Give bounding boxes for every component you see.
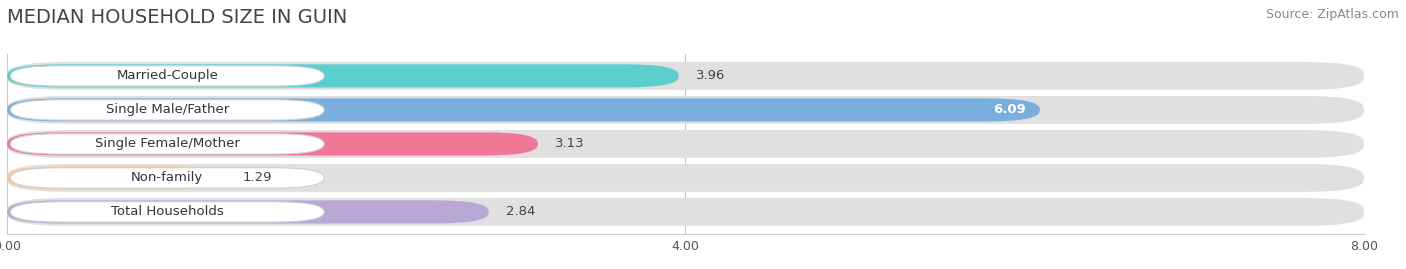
FancyBboxPatch shape (7, 64, 679, 87)
Text: 3.13: 3.13 (555, 137, 585, 150)
Text: 3.96: 3.96 (696, 69, 725, 82)
FancyBboxPatch shape (7, 96, 1364, 124)
Text: 6.09: 6.09 (994, 103, 1026, 116)
Text: MEDIAN HOUSEHOLD SIZE IN GUIN: MEDIAN HOUSEHOLD SIZE IN GUIN (7, 8, 347, 27)
Text: Married-Couple: Married-Couple (117, 69, 218, 82)
FancyBboxPatch shape (7, 98, 1040, 122)
Text: 2.84: 2.84 (506, 206, 536, 218)
FancyBboxPatch shape (10, 202, 325, 222)
FancyBboxPatch shape (10, 100, 325, 120)
FancyBboxPatch shape (10, 66, 325, 86)
Text: Single Male/Father: Single Male/Father (105, 103, 229, 116)
Text: Total Households: Total Households (111, 206, 224, 218)
FancyBboxPatch shape (7, 62, 1364, 90)
FancyBboxPatch shape (10, 134, 325, 154)
FancyBboxPatch shape (7, 164, 1364, 192)
Text: Source: ZipAtlas.com: Source: ZipAtlas.com (1265, 8, 1399, 21)
FancyBboxPatch shape (7, 132, 538, 155)
Text: 1.29: 1.29 (243, 171, 273, 185)
FancyBboxPatch shape (10, 168, 325, 188)
FancyBboxPatch shape (7, 200, 489, 224)
Text: Non-family: Non-family (131, 171, 204, 185)
FancyBboxPatch shape (7, 166, 226, 189)
FancyBboxPatch shape (7, 198, 1364, 226)
FancyBboxPatch shape (7, 130, 1364, 158)
Text: Single Female/Mother: Single Female/Mother (94, 137, 240, 150)
